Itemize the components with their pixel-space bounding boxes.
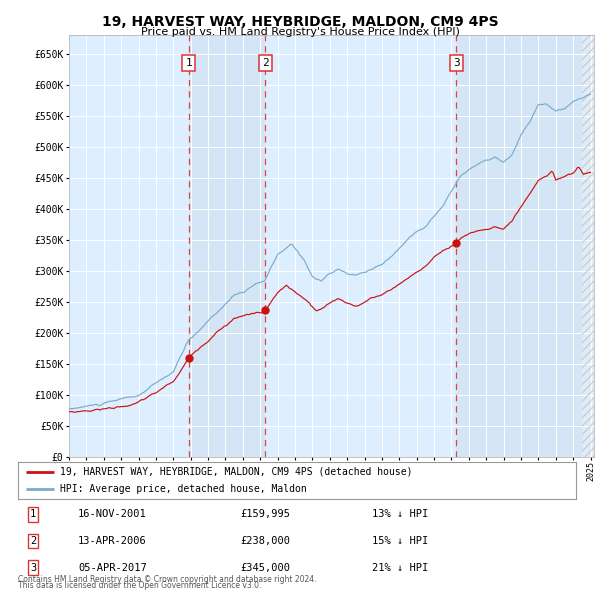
Text: 05-APR-2017: 05-APR-2017 (78, 563, 147, 572)
Text: 1: 1 (30, 510, 36, 519)
Text: HPI: Average price, detached house, Maldon: HPI: Average price, detached house, Mald… (60, 484, 307, 494)
Text: 2: 2 (30, 536, 36, 546)
Text: 16-NOV-2001: 16-NOV-2001 (78, 510, 147, 519)
Bar (582, 35, 596, 457)
Text: 1: 1 (185, 58, 192, 68)
Text: £238,000: £238,000 (240, 536, 290, 546)
Bar (582, 35, 596, 457)
Text: Price paid vs. HM Land Registry's House Price Index (HPI): Price paid vs. HM Land Registry's House … (140, 27, 460, 37)
Bar (456, 35, 594, 457)
Text: This data is licensed under the Open Government Licence v3.0.: This data is licensed under the Open Gov… (18, 581, 262, 590)
Text: 15% ↓ HPI: 15% ↓ HPI (372, 536, 428, 546)
Text: 13-APR-2006: 13-APR-2006 (78, 536, 147, 546)
Text: Contains HM Land Registry data © Crown copyright and database right 2024.: Contains HM Land Registry data © Crown c… (18, 575, 317, 584)
Text: 3: 3 (30, 563, 36, 572)
Text: 2: 2 (262, 58, 268, 68)
Text: £159,995: £159,995 (240, 510, 290, 519)
Text: 13% ↓ HPI: 13% ↓ HPI (372, 510, 428, 519)
Text: 3: 3 (453, 58, 460, 68)
Bar (188, 35, 265, 457)
Text: 19, HARVEST WAY, HEYBRIDGE, MALDON, CM9 4PS: 19, HARVEST WAY, HEYBRIDGE, MALDON, CM9 … (101, 15, 499, 29)
Text: 19, HARVEST WAY, HEYBRIDGE, MALDON, CM9 4PS (detached house): 19, HARVEST WAY, HEYBRIDGE, MALDON, CM9 … (60, 467, 412, 477)
Text: £345,000: £345,000 (240, 563, 290, 572)
Text: 21% ↓ HPI: 21% ↓ HPI (372, 563, 428, 572)
